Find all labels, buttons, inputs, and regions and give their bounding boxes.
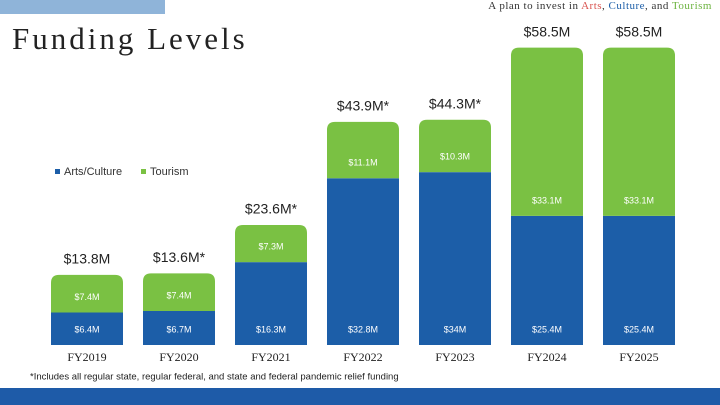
total-label: $23.6M* — [245, 201, 298, 217]
value-label: $25.4M — [532, 324, 562, 334]
bar-segment — [327, 178, 399, 345]
subtitle-part: , and — [645, 0, 672, 12]
footer-band — [0, 388, 720, 405]
legend-label: Tourism — [150, 166, 189, 178]
value-label: $7.4M — [166, 290, 191, 300]
total-label: $58.5M — [616, 23, 663, 39]
value-label: $6.7M — [166, 324, 191, 334]
value-label: $25.4M — [624, 324, 654, 334]
bar-segment — [603, 47, 675, 216]
x-tick-label: FY2019 — [67, 350, 106, 364]
bar-segment — [511, 47, 583, 216]
bar-segment — [51, 312, 123, 345]
value-label: $16.3M — [256, 324, 286, 334]
subtitle-part: Arts — [581, 0, 602, 12]
total-label: $44.3M* — [429, 96, 482, 112]
header-accent — [0, 0, 165, 14]
total-label: $58.5M — [524, 23, 571, 39]
x-tick-label: FY2025 — [619, 350, 658, 364]
value-label: $7.3M — [258, 242, 283, 252]
x-tick-label: FY2023 — [435, 350, 474, 364]
bar-segment — [511, 215, 583, 345]
bar-segment — [143, 310, 215, 345]
value-label: $34M — [444, 324, 467, 334]
bar-segment — [603, 215, 675, 345]
bar-segment — [235, 225, 307, 263]
x-tick-label: FY2020 — [159, 350, 198, 364]
value-label: $33.1M — [624, 195, 654, 205]
subtitle: A plan to invest in Arts, Culture, and T… — [488, 0, 712, 12]
value-label: $33.1M — [532, 195, 562, 205]
x-tick-label: FY2021 — [251, 350, 290, 364]
bar-segment — [51, 274, 123, 313]
bar-segment — [143, 273, 215, 311]
x-tick-label: FY2022 — [343, 350, 382, 364]
subtitle-part: , — [602, 0, 609, 12]
value-label: $11.1M — [348, 158, 377, 168]
value-label: $32.8M — [348, 324, 378, 334]
footnote: *Includes all regular state, regular fed… — [30, 372, 399, 383]
x-tick-label: FY2024 — [527, 350, 566, 364]
total-label: $13.6M* — [153, 249, 206, 265]
chart-title: Funding Levels — [12, 21, 248, 56]
bar-segment — [419, 119, 491, 173]
legend-swatch — [141, 169, 146, 174]
subtitle-part: Culture — [609, 0, 646, 12]
subtitle-part: A plan to invest in — [488, 0, 581, 12]
legend-label: Arts/Culture — [64, 166, 122, 178]
value-label: $6.4M — [74, 324, 99, 334]
legend-swatch — [55, 169, 60, 174]
total-label: $43.9M* — [337, 98, 390, 114]
subtitle-part: Tourism — [672, 0, 712, 12]
bar-segment — [419, 172, 491, 345]
value-label: $7.4M — [74, 292, 99, 302]
bar-segment — [327, 121, 399, 179]
bar-segment — [235, 262, 307, 345]
value-label: $10.3M — [440, 152, 470, 162]
total-label: $13.8M — [64, 251, 111, 267]
